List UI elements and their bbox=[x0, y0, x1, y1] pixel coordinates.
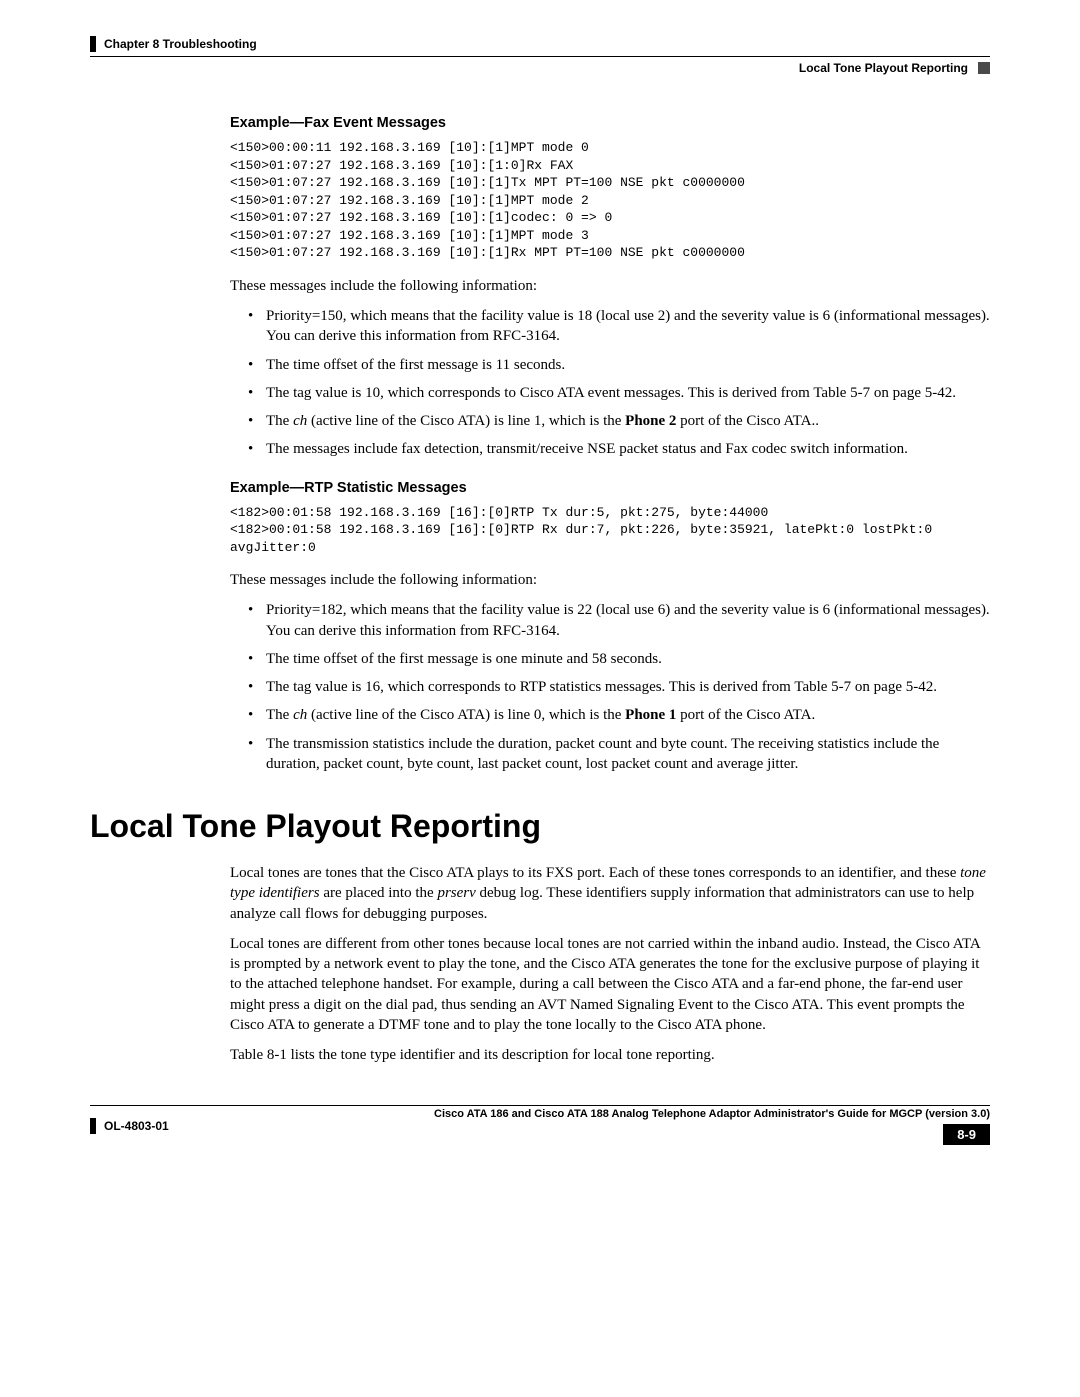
header-bar-icon bbox=[90, 36, 96, 52]
list-item: Priority=182, which means that the facil… bbox=[248, 600, 990, 641]
text-italic: prserv bbox=[437, 885, 475, 901]
main-para-3: Table 8-1 lists the tone type identifier… bbox=[230, 1045, 990, 1065]
text-italic: ch bbox=[293, 707, 307, 723]
rtp-bullet-list: Priority=182, which means that the facil… bbox=[248, 600, 990, 774]
page-heading: Local Tone Playout Reporting bbox=[90, 808, 990, 845]
footer-right: Cisco ATA 186 and Cisco ATA 188 Analog T… bbox=[434, 1108, 990, 1145]
text: The bbox=[266, 707, 293, 723]
rtp-code-block: <182>00:01:58 192.168.3.169 [16]:[0]RTP … bbox=[230, 504, 990, 557]
list-item: The tag value is 16, which corresponds t… bbox=[248, 677, 990, 697]
rtp-intro: These messages include the following inf… bbox=[230, 570, 990, 590]
text-italic: ch bbox=[293, 413, 307, 429]
footer: OL-4803-01 Cisco ATA 186 and Cisco ATA 1… bbox=[90, 1108, 990, 1145]
content-body: Example—Fax Event Messages <150>00:00:11… bbox=[230, 115, 990, 774]
list-item: Priority=150, which means that the facil… bbox=[248, 306, 990, 347]
text: The bbox=[266, 413, 293, 429]
chapter-header: Chapter 8 Troubleshooting bbox=[90, 36, 990, 52]
list-item: The tag value is 10, which corresponds t… bbox=[248, 383, 990, 403]
main-content: Local tones are tones that the Cisco ATA… bbox=[230, 863, 990, 1065]
chapter-label: Chapter 8 Troubleshooting bbox=[104, 37, 257, 51]
list-item: The ch (active line of the Cisco ATA) is… bbox=[248, 411, 990, 431]
footer-doc: OL-4803-01 bbox=[90, 1118, 169, 1134]
text: port of the Cisco ATA.. bbox=[676, 413, 819, 429]
text: (active line of the Cisco ATA) is line 1… bbox=[307, 413, 625, 429]
footer-bar-icon bbox=[90, 1118, 96, 1134]
text: Local tones are tones that the Cisco ATA… bbox=[230, 865, 960, 881]
fax-code-block: <150>00:00:11 192.168.3.169 [10]:[1]MPT … bbox=[230, 139, 990, 262]
fax-intro: These messages include the following inf… bbox=[230, 276, 990, 296]
list-item: The transmission statistics include the … bbox=[248, 734, 990, 775]
text: port of the Cisco ATA. bbox=[676, 707, 815, 723]
main-para-1: Local tones are tones that the Cisco ATA… bbox=[230, 863, 990, 924]
example-fax-title: Example—Fax Event Messages bbox=[230, 115, 990, 131]
text-bold: Phone 1 bbox=[625, 707, 676, 723]
example-rtp-title: Example—RTP Statistic Messages bbox=[230, 480, 990, 496]
header-rule bbox=[90, 56, 990, 57]
text-bold: Phone 2 bbox=[625, 413, 676, 429]
list-item: The ch (active line of the Cisco ATA) is… bbox=[248, 705, 990, 725]
section-header: Local Tone Playout Reporting bbox=[90, 61, 990, 75]
section-label: Local Tone Playout Reporting bbox=[799, 61, 968, 75]
doc-number: OL-4803-01 bbox=[104, 1119, 169, 1133]
footer-rule bbox=[90, 1105, 990, 1106]
list-item: The time offset of the first message is … bbox=[248, 649, 990, 669]
footer-guide-title: Cisco ATA 186 and Cisco ATA 188 Analog T… bbox=[434, 1108, 990, 1120]
main-para-2: Local tones are different from other ton… bbox=[230, 934, 990, 1035]
text: are placed into the bbox=[320, 885, 438, 901]
text: (active line of the Cisco ATA) is line 0… bbox=[307, 707, 625, 723]
page-number: 8-9 bbox=[943, 1124, 990, 1145]
list-item: The messages include fax detection, tran… bbox=[248, 439, 990, 459]
section-marker-icon bbox=[978, 62, 990, 74]
list-item: The time offset of the first message is … bbox=[248, 355, 990, 375]
fax-bullet-list: Priority=150, which means that the facil… bbox=[248, 306, 990, 460]
